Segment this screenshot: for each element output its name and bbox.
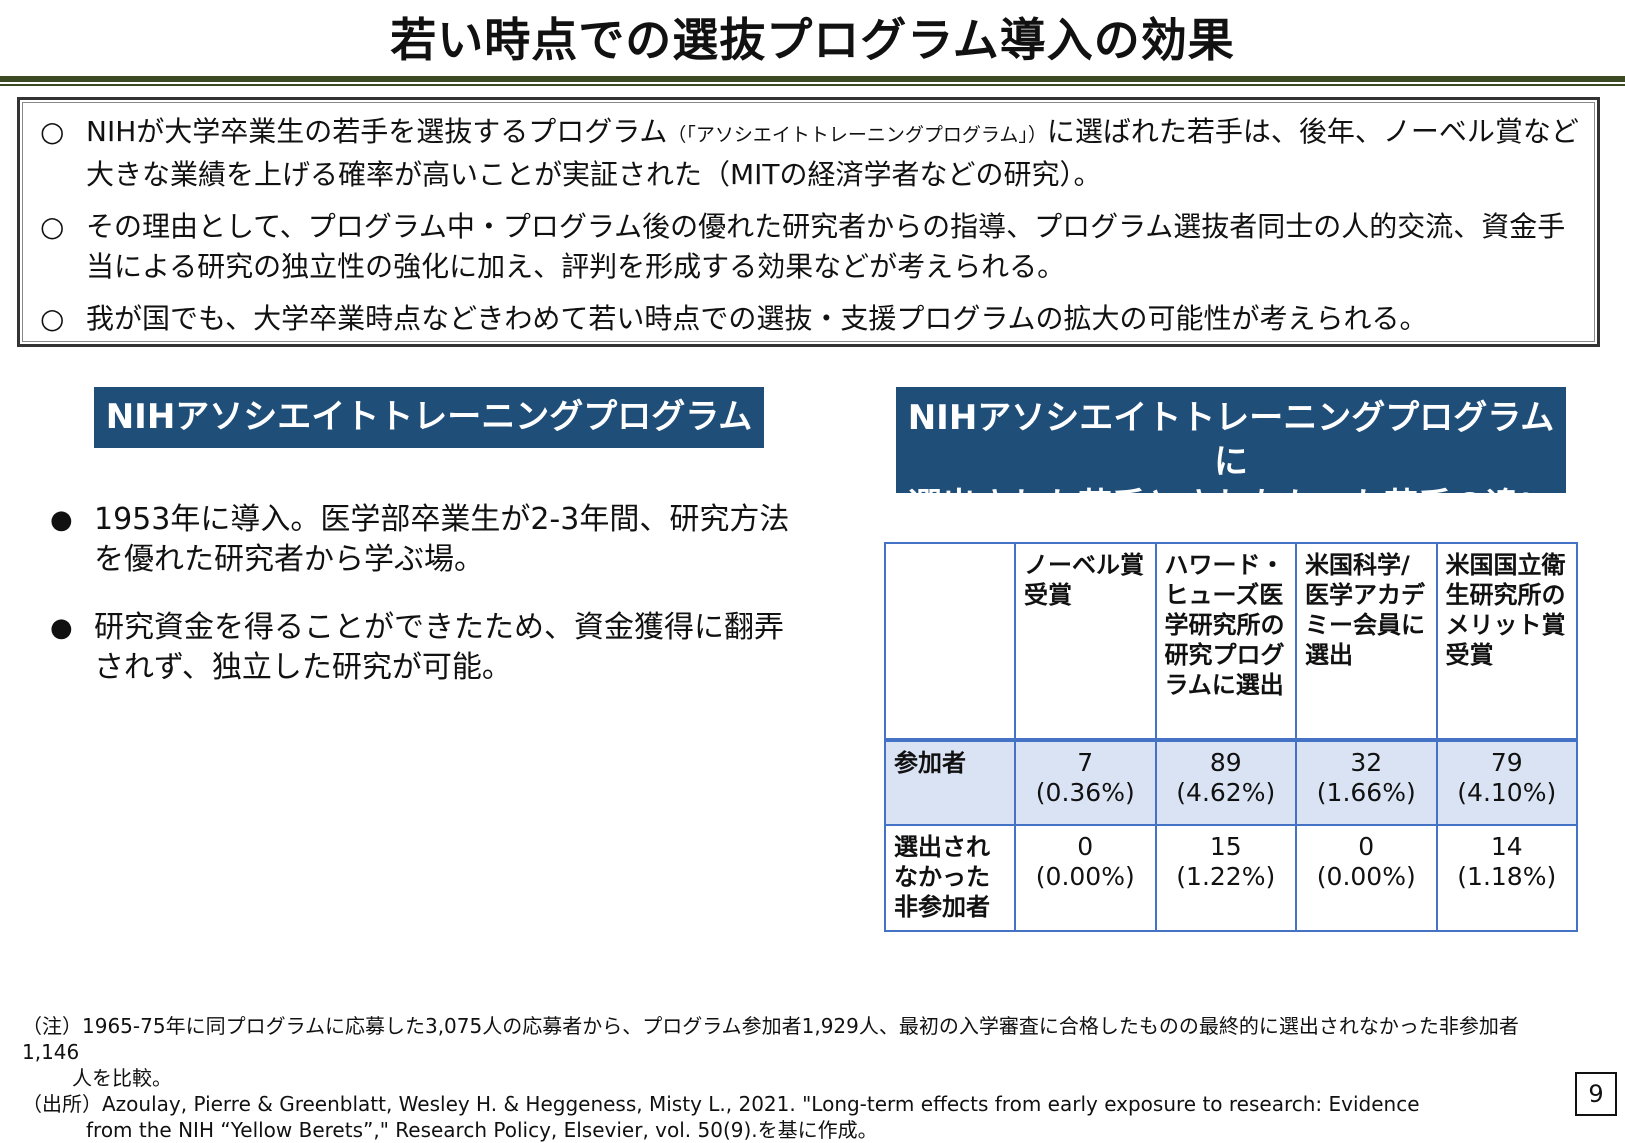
row-label: 参加者: [884, 739, 1016, 826]
cell-count: 14: [1490, 832, 1523, 861]
footnotes: （注）1965-75年に同プログラムに応募した3,075人の応募者から、プログラ…: [22, 1013, 1562, 1143]
list-item: ● 1953年に導入。医学部卒業生が2-3年間、研究方法を優れた研究者から学ぶ場…: [50, 500, 810, 580]
row-label: 選出されなかった非参加者: [884, 824, 1016, 932]
note-text: （注）1965-75年に同プログラムに応募した3,075人の応募者から、プログラ…: [22, 1014, 1519, 1064]
summary-box: ○ NIHが大学卒業生の若手を選抜するプログラム（「アソシエイトトレーニングプロ…: [17, 97, 1600, 347]
table-cell: 7 (0.36%): [1014, 739, 1157, 826]
summary-text: 我が国でも、大学卒業時点などきわめて若い時点での選抜・支援プログラムの拡大の可能…: [86, 302, 1428, 335]
cell-percent: (1.22%): [1176, 862, 1276, 891]
cell-count: 32: [1350, 748, 1383, 777]
summary-item: ○ NIHが大学卒業生の若手を選抜するプログラム（「アソシエイトトレーニングプロ…: [40, 112, 1579, 195]
bullet-dot-icon: ●: [50, 613, 73, 643]
bullet-text: 研究資金を得ることができたため、資金獲得に翻弄されず、独立した研究が可能。: [94, 610, 784, 685]
note-text-continued: 人を比較。: [72, 1066, 172, 1090]
page-title: 若い時点での選抜プログラム導入の効果: [390, 13, 1235, 67]
summary-text: その理由として、プログラム中・プログラム後の優れた研究者からの指導、プログラム選…: [86, 210, 1566, 283]
circle-bullet-icon: ○: [40, 210, 65, 243]
page-number: 9: [1575, 1072, 1617, 1116]
summary-item: ○ 我が国でも、大学卒業時点などきわめて若い時点での選抜・支援プログラムの拡大の…: [40, 299, 1579, 339]
cell-percent: (0.36%): [1035, 778, 1135, 807]
summary-text-part-b: に選ばれた若手は、後年、ノーベル賞など大きな業績を上げる確率が高いことが実証され…: [86, 115, 1579, 191]
summary-text-paren: （「アソシエイトトレーニングプログラム」）: [667, 124, 1047, 146]
cell-count: 15: [1209, 832, 1242, 861]
title-underline-thick: [0, 76, 1625, 82]
program-bullets: ● 1953年に導入。医学部卒業生が2-3年間、研究方法を優れた研究者から学ぶ場…: [50, 500, 810, 716]
table-cell: 32 (1.66%): [1295, 739, 1438, 826]
bullet-text: 1953年に導入。医学部卒業生が2-3年間、研究方法を優れた研究者から学ぶ場。: [94, 502, 790, 577]
cell-count: 7: [1077, 748, 1094, 777]
column-header: 米国科学/医学アカデミー会員に選出: [1295, 542, 1438, 742]
left-panel-header: NIHアソシエイトトレーニングプログラム: [94, 387, 764, 448]
table-cell: 0 (0.00%): [1295, 824, 1438, 932]
cell-percent: (4.10%): [1457, 778, 1557, 807]
table-header-row: ノーベル賞受賞 ハワード・ヒューズ医学研究所の研究プログラムに選出 米国科学/医…: [884, 542, 1578, 742]
cell-count: 89: [1209, 748, 1242, 777]
table-corner-cell: [884, 542, 1016, 742]
column-header: 米国国立衛生研究所のメリット賞受賞: [1435, 542, 1578, 742]
cell-count: 79: [1490, 748, 1523, 777]
source-text-continued: from the NIH “Yellow Berets”," Research …: [86, 1118, 878, 1142]
circle-bullet-icon: ○: [40, 115, 65, 148]
table-cell: 15 (1.22%): [1154, 824, 1297, 932]
cell-percent: (4.62%): [1176, 778, 1276, 807]
source-text: （出所）Azoulay, Pierre & Greenblatt, Wesley…: [22, 1092, 1420, 1116]
table-cell: 89 (4.62%): [1154, 739, 1297, 826]
table-row: 参加者 7 (0.36%) 89 (4.62%) 32 (1.66%) 79 (4.10…: [884, 739, 1578, 826]
column-header: ノーベル賞受賞: [1014, 542, 1157, 742]
table-cell: 79 (4.10%): [1435, 739, 1578, 826]
comparison-table: ノーベル賞受賞 ハワード・ヒューズ医学研究所の研究プログラムに選出 米国科学/医…: [884, 542, 1578, 932]
right-header-line2: 選出された若手とされなかった若手の違い: [908, 486, 1554, 526]
cell-count: 0: [1358, 832, 1375, 861]
cell-percent: (0.00%): [1316, 862, 1416, 891]
summary-item: ○ その理由として、プログラム中・プログラム後の優れた研究者からの指導、プログラ…: [40, 207, 1579, 287]
summary-text: NIHが大学卒業生の若手を選抜するプログラム（「アソシエイトトレーニングプログラ…: [86, 112, 1579, 195]
bullet-dot-icon: ●: [50, 505, 73, 535]
table-cell: 0 (0.00%): [1014, 824, 1157, 932]
list-item: ● 研究資金を得ることができたため、資金獲得に翻弄されず、独立した研究が可能。: [50, 608, 810, 688]
cell-percent: (1.18%): [1457, 862, 1557, 891]
summary-text-part-a: NIHが大学卒業生の若手を選抜するプログラム: [86, 115, 668, 148]
circle-bullet-icon: ○: [40, 302, 65, 335]
right-header-line1: NIHアソシエイトトレーニングプログラムに: [907, 398, 1555, 482]
table-cell: 14 (1.18%): [1435, 824, 1578, 932]
right-panel-header: NIHアソシエイトトレーニングプログラムに 選出された若手とされなかった若手の違…: [896, 387, 1566, 526]
table-row: 選出されなかった非参加者 0 (0.00%) 15 (1.22%) 0 (0.00%)…: [884, 824, 1578, 932]
cell-count: 0: [1077, 832, 1094, 861]
cell-percent: (1.66%): [1316, 778, 1416, 807]
column-header: ハワード・ヒューズ医学研究所の研究プログラムに選出: [1154, 542, 1297, 742]
title-underline-thin: [0, 84, 1625, 86]
cell-percent: (0.00%): [1035, 862, 1135, 891]
